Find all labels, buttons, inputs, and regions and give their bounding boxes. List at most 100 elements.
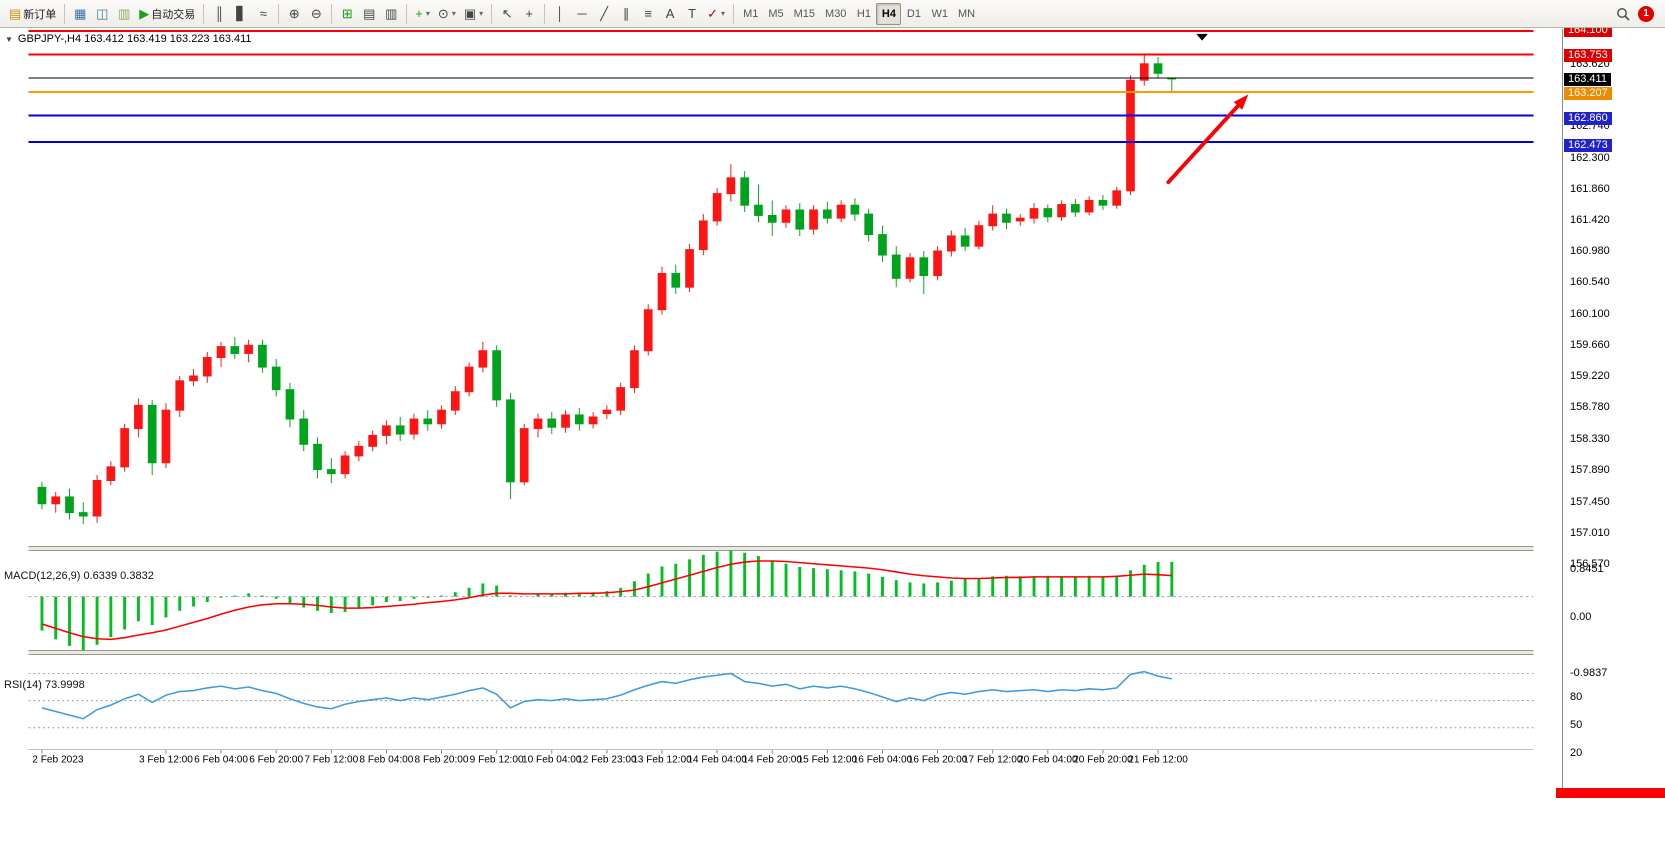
price-tick-label: 158.330 xyxy=(1570,433,1610,446)
candle-body xyxy=(836,204,846,219)
chevron-down-icon: ▾ xyxy=(721,9,726,18)
candle-body xyxy=(299,418,309,445)
timeframe-d1-button[interactable]: D1 xyxy=(901,3,926,25)
time-axis-label: 8 Feb 20:00 xyxy=(415,754,469,765)
candle-body xyxy=(464,366,474,393)
chart-canvas[interactable]: 2 Feb 2023 3 Feb 12:00 6 Feb 04:00 6 Feb 20… xyxy=(0,29,1562,796)
equidistant-channel-button[interactable]: ∥ xyxy=(615,3,637,25)
candle-body xyxy=(340,455,350,475)
time-axis[interactable]: 2 Feb 2023 3 Feb 12:00 6 Feb 04:00 6 Feb 20… xyxy=(28,749,1534,766)
candle-body xyxy=(726,177,736,195)
new-order-button[interactable]: ▤ 新订单 xyxy=(5,3,60,25)
candle-body xyxy=(1084,199,1094,213)
navigator-button[interactable]: ▥ xyxy=(113,3,135,25)
fibonacci-button[interactable]: ≡ xyxy=(637,3,659,25)
candle-body xyxy=(271,366,281,391)
timeframe-m5-button[interactable]: M5 xyxy=(763,3,788,25)
candle-body xyxy=(616,387,625,411)
candle-body xyxy=(643,309,653,352)
new-chart-icon: ▦ xyxy=(74,6,87,21)
search-icon xyxy=(1617,7,1630,21)
arrange-windows-2-button[interactable]: ▥ xyxy=(380,3,402,25)
price-tick-label: 160.540 xyxy=(1570,276,1610,289)
timeframe-m1-button[interactable]: M1 xyxy=(738,3,763,25)
candle-body xyxy=(1029,208,1039,219)
zoom-out-button[interactable]: ⊖ xyxy=(305,3,327,25)
time-axis-label: 14 Feb 04:00 xyxy=(687,754,747,765)
indicators-button[interactable]: + ▾ xyxy=(411,3,434,25)
arrows-icon: ✓ xyxy=(707,6,719,21)
profiles-button[interactable]: ◫ xyxy=(91,3,113,25)
text-label-button[interactable]: T xyxy=(681,3,703,25)
candle-body xyxy=(533,418,543,430)
time-axis-label: 8 Feb 04:00 xyxy=(359,754,413,765)
price-hlines[interactable] xyxy=(28,30,1534,144)
candle-body xyxy=(134,404,143,430)
candle-body xyxy=(974,225,984,247)
candle-body xyxy=(382,425,391,436)
timeframe-mn-button[interactable]: MN xyxy=(953,3,980,25)
timeframe-h1-button[interactable]: H1 xyxy=(851,3,876,25)
candle-body xyxy=(1071,204,1080,213)
templates-button[interactable]: ▣ ▾ xyxy=(460,3,487,25)
crosshair-icon: + xyxy=(525,6,533,21)
arrange-windows-1-icon: ▤ xyxy=(363,6,376,21)
horizontal-line-button[interactable]: ─ xyxy=(571,3,593,25)
bar-chart-icon: ║ xyxy=(214,6,224,21)
candle-body xyxy=(795,209,805,230)
cursor-button[interactable]: ↖ xyxy=(496,3,518,25)
toolbar-separator xyxy=(64,3,66,24)
price-axis[interactable]: 163.620 162.740 162.300 161.860 161.420 160.9… xyxy=(1562,24,1665,796)
annotation-arrow[interactable] xyxy=(1166,94,1249,185)
panel-separator[interactable] xyxy=(28,650,1534,655)
one-click-trading-toggle[interactable]: ▼ xyxy=(5,34,13,44)
candlestick-chart-button[interactable]: ▋ xyxy=(230,3,252,25)
auto-trading-button[interactable]: ▶ 自动交易 xyxy=(135,3,199,25)
time-axis-label: 10 Feb 04:00 xyxy=(522,754,582,765)
indicators-icon: + xyxy=(415,6,423,21)
notification-badge[interactable]: 1 xyxy=(1638,5,1654,22)
arrange-windows-1-button[interactable]: ▤ xyxy=(358,3,380,25)
candle-body xyxy=(161,409,171,464)
candle-body xyxy=(519,428,529,483)
candle-body xyxy=(630,350,639,389)
time-axis-label: 6 Feb 04:00 xyxy=(194,754,248,765)
zoom-in-button[interactable]: ⊕ xyxy=(283,3,305,25)
candle-body xyxy=(354,445,364,457)
line-chart-button[interactable]: ≈ xyxy=(252,3,274,25)
timeframe-h4-button[interactable]: H4 xyxy=(876,2,902,25)
candle-body xyxy=(51,496,61,505)
vertical-line-icon: │ xyxy=(556,6,565,21)
rsi-panel xyxy=(28,670,1534,729)
panel-separator[interactable] xyxy=(28,546,1534,551)
price-tick-label: 162.300 xyxy=(1570,151,1610,164)
tile-windows-button[interactable]: ⊞ xyxy=(336,3,358,25)
vertical-line-button[interactable]: │ xyxy=(549,3,571,25)
crosshair-button[interactable]: + xyxy=(518,3,540,25)
candle-body xyxy=(326,469,336,475)
candle-body xyxy=(561,414,570,428)
text-icon: A xyxy=(665,6,675,21)
periods-button[interactable]: ⊙ ▾ xyxy=(434,3,460,25)
search-button[interactable] xyxy=(1612,3,1634,25)
timeframe-w1-button[interactable]: W1 xyxy=(926,3,953,25)
time-axis-label: 12 Feb 23:00 xyxy=(577,754,637,765)
toolbar-separator xyxy=(331,3,333,24)
price-tick-label: 157.010 xyxy=(1570,526,1610,539)
trendline-button[interactable]: ╱ xyxy=(593,3,615,25)
triangle-marker-icon[interactable] xyxy=(1196,33,1208,41)
periods-icon: ⊙ xyxy=(437,6,449,21)
time-axis-label: 13 Feb 12:00 xyxy=(632,754,692,765)
arrows-button[interactable]: ✓ ▾ xyxy=(703,3,729,25)
new-chart-button[interactable]: ▦ xyxy=(69,3,91,25)
bar-chart-button[interactable]: ║ xyxy=(208,3,230,25)
symbol-info: ▼ GBPJPY-,H4 163.412 163.419 163.223 163… xyxy=(5,33,252,45)
templates-icon: ▣ xyxy=(463,6,477,21)
candle-body xyxy=(850,204,860,215)
timeframe-m15-button[interactable]: M15 xyxy=(789,3,820,25)
candle-body xyxy=(1057,204,1066,218)
text-button[interactable]: A xyxy=(659,3,681,25)
time-axis-label: 21 Feb 12:00 xyxy=(1128,754,1188,765)
timeframe-m30-button[interactable]: M30 xyxy=(820,3,851,25)
candle-body xyxy=(781,209,791,223)
